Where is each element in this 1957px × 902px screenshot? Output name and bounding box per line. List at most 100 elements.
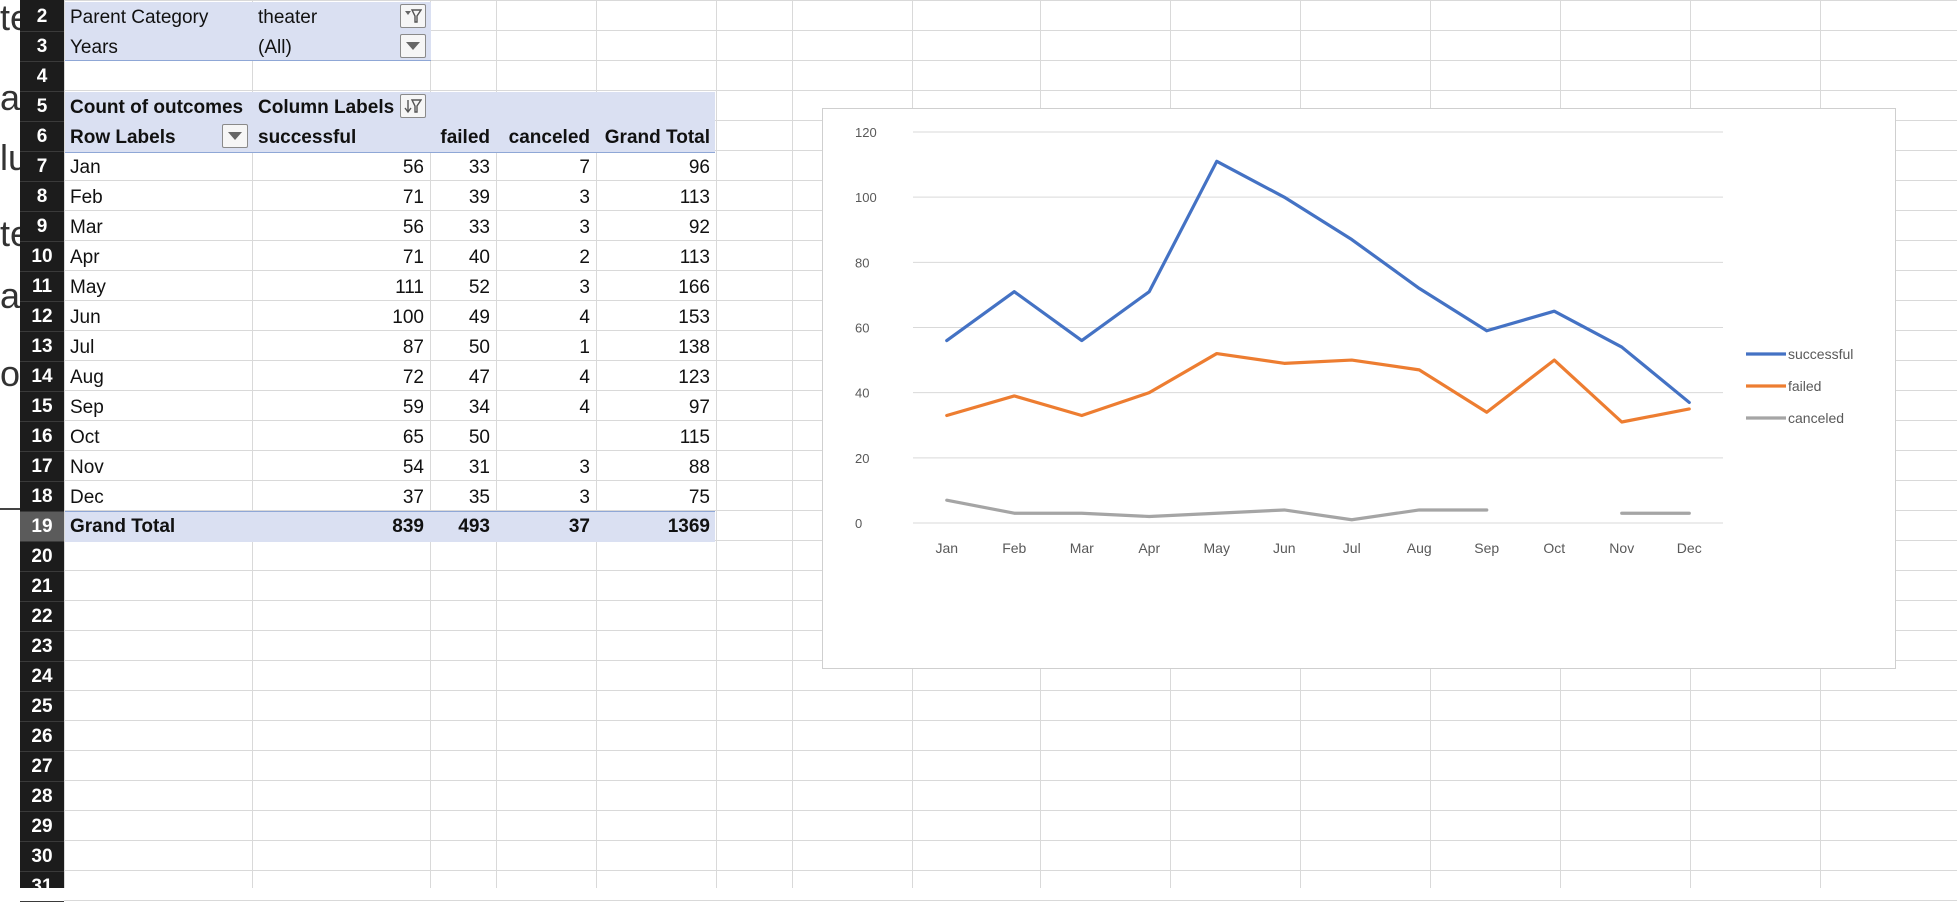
row-number-2[interactable]: 2 [20, 2, 64, 32]
row-number-9[interactable]: 9 [20, 212, 64, 242]
pivot-cell-canceled[interactable] [496, 423, 596, 453]
pivot-cell-canceled[interactable]: 4 [579, 397, 590, 418]
row-number-15[interactable]: 15 [20, 392, 64, 422]
pivot-cell-failed[interactable]: 33 [468, 157, 490, 178]
pivot-cell-failed[interactable]: 50 [468, 427, 490, 448]
pivot-cell-total[interactable]: 123 [678, 367, 710, 388]
pivot-cell-label[interactable]: Feb [70, 187, 103, 208]
pivot-cell-label[interactable]: Aug [70, 367, 104, 388]
pivot-cell-successful[interactable]: 56 [402, 217, 424, 238]
pivot-cell-canceled[interactable]: 3 [579, 217, 590, 238]
pivot-cell-total[interactable]: 138 [678, 337, 710, 358]
column-labels-sort-filter-button[interactable] [400, 94, 426, 118]
pivot-cell-total[interactable]: 166 [678, 277, 710, 298]
row-number-11[interactable]: 11 [20, 272, 64, 302]
pivot-cell-total[interactable]: 153 [678, 307, 710, 328]
pivot-cell-canceled[interactable]: 4 [579, 367, 590, 388]
row-number-22[interactable]: 22 [20, 602, 64, 632]
pivot-cell-label[interactable]: May [70, 277, 106, 298]
pivot-cell-successful[interactable]: 54 [402, 457, 424, 478]
pivot-cell-failed[interactable]: 40 [468, 247, 490, 268]
pivot-cell-successful[interactable]: 72 [402, 367, 424, 388]
pivot-cell-total[interactable]: 97 [688, 397, 710, 418]
row-number-19[interactable]: 19 [20, 512, 64, 542]
line-chart[interactable]: 0 20 40 60 80 100 120 Jan Feb Mar Apr May Jun Jul Aug S… [822, 108, 1896, 669]
pivot-cell-canceled[interactable]: 1 [579, 337, 590, 358]
pivot-cell-successful[interactable]: 37 [402, 487, 424, 508]
pivot-cell-label[interactable]: Nov [70, 457, 104, 478]
filter-dropdown-parent-category[interactable] [400, 4, 426, 28]
filter-value-parent-category[interactable]: theater [258, 7, 318, 28]
filter-dropdown-years[interactable] [400, 34, 426, 58]
pivot-cell-successful[interactable]: 59 [402, 397, 424, 418]
row-number-30[interactable]: 30 [20, 842, 64, 872]
pivot-cell-canceled[interactable]: 3 [579, 487, 590, 508]
pivot-cell-successful[interactable]: 56 [402, 157, 424, 178]
pivot-cell-failed[interactable]: 49 [468, 307, 490, 328]
row-number-21[interactable]: 21 [20, 572, 64, 602]
row-number-7[interactable]: 7 [20, 152, 64, 182]
row-number-16[interactable]: 16 [20, 422, 64, 452]
pivot-cell-failed[interactable]: 35 [468, 487, 490, 508]
pivot-cell-label[interactable]: Jul [70, 337, 95, 358]
pivot-cell-total[interactable]: 75 [688, 487, 710, 508]
pivot-cell-label[interactable]: Sep [70, 397, 104, 418]
pivot-cell-label[interactable]: Jan [70, 157, 101, 178]
row-number-29[interactable]: 29 [20, 812, 64, 842]
row-number-5[interactable]: 5 [20, 92, 64, 122]
grid-col-line [716, 0, 717, 888]
row-labels-dropdown[interactable] [222, 124, 248, 148]
pivot-cell-canceled[interactable]: 3 [579, 277, 590, 298]
pivot-cell-total[interactable]: 115 [679, 427, 710, 448]
pivot-cell-total[interactable]: 113 [679, 187, 710, 208]
pivot-cell-total[interactable]: 113 [679, 247, 710, 268]
y-tick-label: 100 [855, 190, 877, 205]
pivot-cell-canceled[interactable]: 7 [579, 157, 590, 178]
pivot-cell-label[interactable]: Dec [70, 487, 104, 508]
row-number-28[interactable]: 28 [20, 782, 64, 812]
pivot-cell-failed[interactable]: 33 [468, 217, 490, 238]
row-number-6[interactable]: 6 [20, 122, 64, 152]
pivot-cell-canceled[interactable]: 3 [579, 187, 590, 208]
row-number-14[interactable]: 14 [20, 362, 64, 392]
pivot-cell-successful[interactable]: 111 [395, 277, 424, 298]
pivot-cell-failed[interactable]: 39 [468, 187, 490, 208]
row-number-27[interactable]: 27 [20, 752, 64, 782]
pivot-cell-failed[interactable]: 31 [468, 457, 490, 478]
pivot-cell-failed[interactable]: 47 [468, 367, 490, 388]
row-number-8[interactable]: 8 [20, 182, 64, 212]
pivot-cell-total[interactable]: 96 [688, 157, 710, 178]
pivot-cell-label[interactable]: Oct [70, 427, 100, 448]
row-number-13[interactable]: 13 [20, 332, 64, 362]
grid-col-line [252, 0, 253, 888]
pivot-cell-total[interactable]: 88 [688, 457, 710, 478]
pivot-cell-successful[interactable]: 87 [402, 337, 424, 358]
pivot-cell-total[interactable]: 92 [688, 217, 710, 238]
row-number-17[interactable]: 17 [20, 452, 64, 482]
pivot-cell-successful[interactable]: 65 [402, 427, 424, 448]
row-number-26[interactable]: 26 [20, 722, 64, 752]
pivot-cell-canceled[interactable]: 4 [579, 307, 590, 328]
row-number-24[interactable]: 24 [20, 662, 64, 692]
row-number-18[interactable]: 18 [20, 482, 64, 512]
row-number-25[interactable]: 25 [20, 692, 64, 722]
pivot-cell-label[interactable]: Mar [70, 217, 103, 238]
row-number-31[interactable]: 31 [20, 872, 64, 902]
pivot-cell-canceled[interactable]: 3 [579, 457, 590, 478]
pivot-cell-failed[interactable]: 34 [468, 397, 490, 418]
pivot-cell-failed[interactable]: 52 [468, 277, 490, 298]
row-number-23[interactable]: 23 [20, 632, 64, 662]
pivot-cell-successful[interactable]: 100 [392, 307, 424, 328]
row-number-12[interactable]: 12 [20, 302, 64, 332]
pivot-cell-canceled[interactable]: 2 [579, 247, 590, 268]
pivot-cell-successful[interactable]: 71 [402, 247, 424, 268]
row-number-20[interactable]: 20 [20, 542, 64, 572]
row-number-4[interactable]: 4 [20, 62, 64, 92]
pivot-cell-label[interactable]: Apr [70, 247, 100, 268]
row-number-10[interactable]: 10 [20, 242, 64, 272]
pivot-cell-label[interactable]: Jun [70, 307, 101, 328]
pivot-cell-successful[interactable]: 71 [402, 187, 424, 208]
pivot-cell-failed[interactable]: 50 [468, 337, 490, 358]
filter-value-years[interactable]: (All) [258, 37, 292, 58]
row-number-3[interactable]: 3 [20, 32, 64, 62]
